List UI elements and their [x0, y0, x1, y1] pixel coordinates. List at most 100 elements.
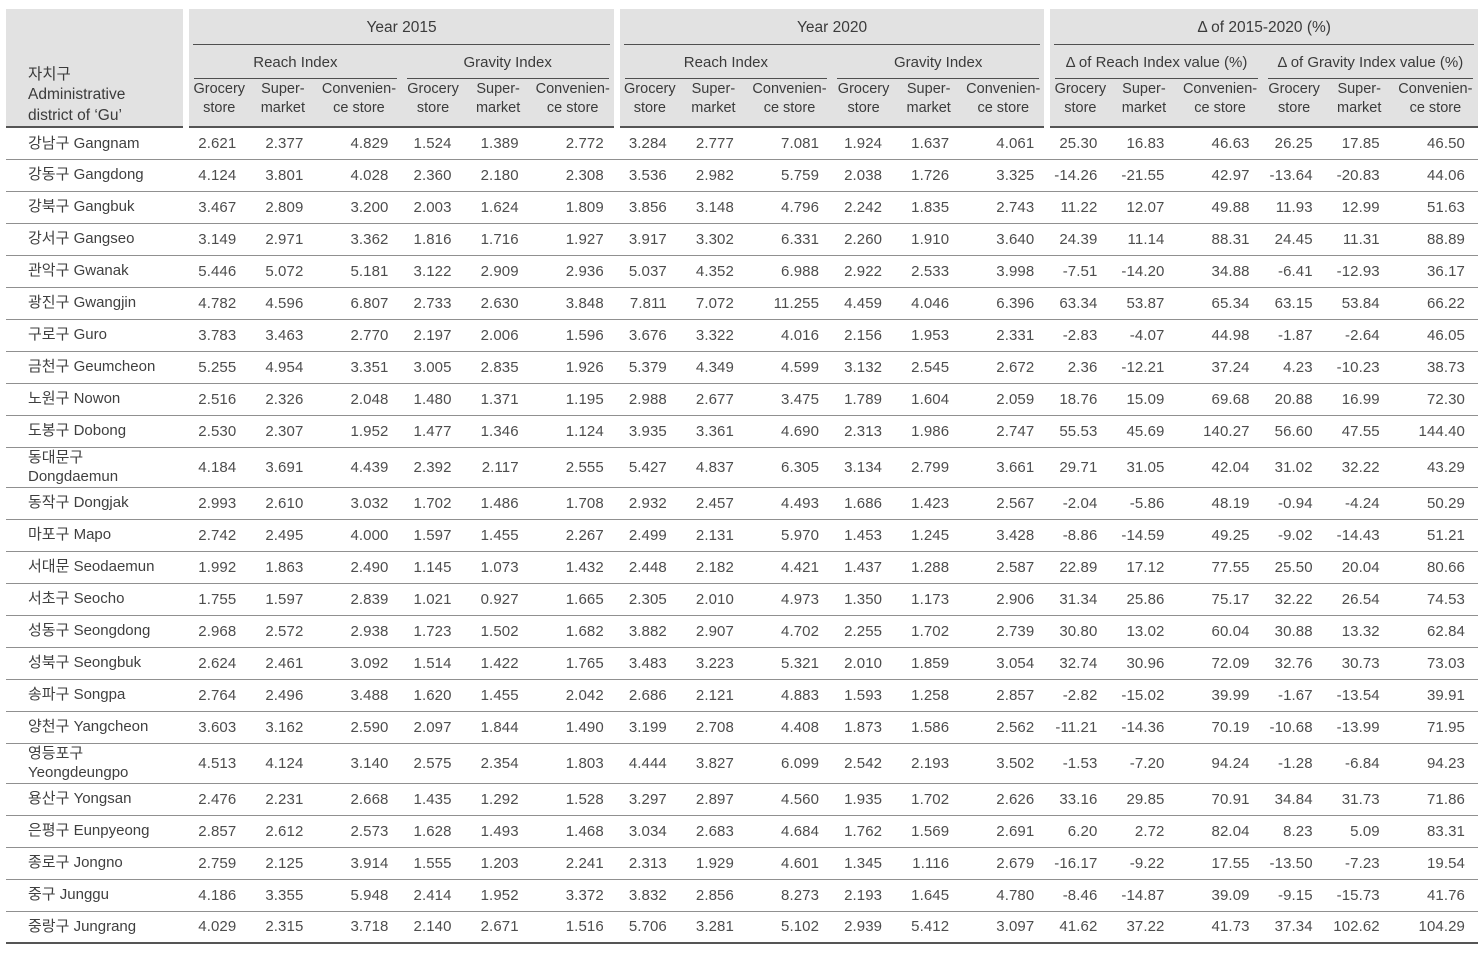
- value-cell: 36.17: [1392, 255, 1478, 288]
- subgroup-delta-reach-index: Δ of Reach Index value (%): [1044, 45, 1263, 79]
- value-cell: 2.739: [962, 615, 1048, 648]
- col-header-super-market: Super- market: [1110, 79, 1178, 128]
- value-cell: 8.273: [746, 879, 833, 912]
- value-cell: 1.716: [464, 223, 532, 256]
- value-cell: 1.468: [531, 815, 617, 848]
- value-cell: 1.702: [895, 783, 963, 816]
- district-name-cell: 도봉구 Dobong: [6, 415, 187, 448]
- value-cell: 2.857: [186, 815, 250, 848]
- subgroup-2015-gravity-index: Gravity Index: [401, 45, 617, 79]
- value-cell: 71.95: [1392, 711, 1478, 744]
- value-cell: 39.91: [1392, 679, 1478, 712]
- value-cell: 2.764: [186, 679, 250, 712]
- value-cell: 1.596: [531, 319, 617, 352]
- value-cell: -7.20: [1110, 743, 1178, 784]
- value-cell: 3.351: [316, 351, 402, 384]
- value-cell: -6.41: [1262, 255, 1326, 288]
- col-header-grocery-store: Grocery store: [401, 79, 465, 128]
- value-cell: 1.524: [401, 127, 465, 160]
- value-cell: 3.848: [531, 287, 617, 320]
- value-cell: 102.62: [1325, 911, 1393, 944]
- value-cell: 25.86: [1110, 583, 1178, 616]
- district-name-cell: 광진구 Gwangjin: [6, 287, 187, 320]
- value-cell: 2.708: [679, 711, 747, 744]
- value-cell: 2.003: [401, 191, 465, 224]
- col-header-convenience-store: Convenien- ce store: [1177, 79, 1263, 128]
- value-cell: 2.193: [895, 743, 963, 784]
- col-header-convenience-store: Convenien- ce store: [962, 79, 1048, 128]
- value-cell: 20.04: [1325, 551, 1393, 584]
- value-cell: 2.906: [962, 583, 1048, 616]
- value-cell: 3.032: [316, 487, 402, 520]
- value-cell: 140.27: [1177, 415, 1263, 448]
- value-cell: -16.17: [1047, 847, 1111, 880]
- value-cell: 32.76: [1262, 647, 1326, 680]
- value-cell: -5.86: [1110, 487, 1178, 520]
- value-cell: 2.533: [895, 255, 963, 288]
- district-name-cell: 중랑구 Jungrang: [6, 911, 187, 944]
- value-cell: 1.493: [464, 815, 532, 848]
- district-name-cell: 중구 Junggu: [6, 879, 187, 912]
- value-cell: 63.15: [1262, 287, 1326, 320]
- value-cell: 2.573: [316, 815, 402, 848]
- value-cell: 5.427: [616, 447, 680, 488]
- value-cell: 1.645: [895, 879, 963, 912]
- value-cell: 1.371: [464, 383, 532, 416]
- value-cell: -13.54: [1325, 679, 1393, 712]
- value-cell: 1.926: [531, 351, 617, 384]
- value-cell: 2.197: [401, 319, 465, 352]
- value-cell: 2.542: [832, 743, 896, 784]
- value-cell: 144.40: [1392, 415, 1478, 448]
- value-cell: 3.718: [316, 911, 402, 944]
- value-cell: 2.733: [401, 287, 465, 320]
- value-cell: 2.938: [316, 615, 402, 648]
- value-cell: 4.954: [249, 351, 317, 384]
- value-cell: 42.97: [1177, 159, 1263, 192]
- value-cell: 25.50: [1262, 551, 1326, 584]
- district-name-cell: 금천구 Geumcheon: [6, 351, 187, 384]
- value-cell: 3.132: [832, 351, 896, 384]
- value-cell: 1.702: [895, 615, 963, 648]
- value-cell: 4.000: [316, 519, 402, 552]
- subgroup-2015-reach-index: Reach Index: [183, 45, 402, 79]
- table-row: 영등포구 Yeongdeungpo 4.513 4.124 3.140 2.57…: [6, 743, 1478, 784]
- col-header-convenience-store: Convenien- ce store: [1392, 79, 1478, 128]
- col-header-super-market: Super- market: [249, 79, 317, 128]
- value-cell: 82.04: [1177, 815, 1263, 848]
- value-cell: 2.530: [186, 415, 250, 448]
- table-row: 양천구 Yangcheon 3.603 3.162 2.590 2.097 1.…: [6, 711, 1478, 744]
- value-cell: -2.04: [1047, 487, 1111, 520]
- value-cell: 41.76: [1392, 879, 1478, 912]
- value-cell: 1.455: [464, 679, 532, 712]
- value-cell: 12.99: [1325, 191, 1393, 224]
- value-cell: 45.69: [1110, 415, 1178, 448]
- value-cell: 2.242: [832, 191, 896, 224]
- value-cell: 3.640: [962, 223, 1048, 256]
- value-cell: 2.835: [464, 351, 532, 384]
- value-cell: 2.392: [401, 447, 465, 488]
- value-cell: 33.16: [1047, 783, 1111, 816]
- value-cell: 80.66: [1392, 551, 1478, 584]
- value-cell: 4.061: [962, 127, 1048, 160]
- value-cell: 1.245: [895, 519, 963, 552]
- value-cell: 1.844: [464, 711, 532, 744]
- value-cell: 3.092: [316, 647, 402, 680]
- value-cell: 30.96: [1110, 647, 1178, 680]
- value-cell: -1.53: [1047, 743, 1111, 784]
- value-cell: 1.514: [401, 647, 465, 680]
- district-name-cell: 동대문구 Dongdaemun: [6, 447, 187, 488]
- group-header-year-2020: Year 2020: [613, 9, 1048, 45]
- value-cell: 88.89: [1392, 223, 1478, 256]
- table-body: 강남구 Gangnam 2.621 2.377 4.829 1.524 1.38…: [6, 127, 1478, 944]
- table-row: 노원구 Nowon 2.516 2.326 2.048 1.480 1.371 …: [6, 383, 1478, 416]
- value-cell: 3.005: [401, 351, 465, 384]
- value-cell: 32.22: [1262, 583, 1326, 616]
- value-cell: -1.87: [1262, 319, 1326, 352]
- value-cell: 2.360: [401, 159, 465, 192]
- value-cell: 3.054: [962, 647, 1048, 680]
- value-cell: -2.64: [1325, 319, 1393, 352]
- value-cell: 2.048: [316, 383, 402, 416]
- value-cell: 94.23: [1392, 743, 1478, 784]
- value-cell: 1.486: [464, 487, 532, 520]
- value-cell: 4.493: [746, 487, 833, 520]
